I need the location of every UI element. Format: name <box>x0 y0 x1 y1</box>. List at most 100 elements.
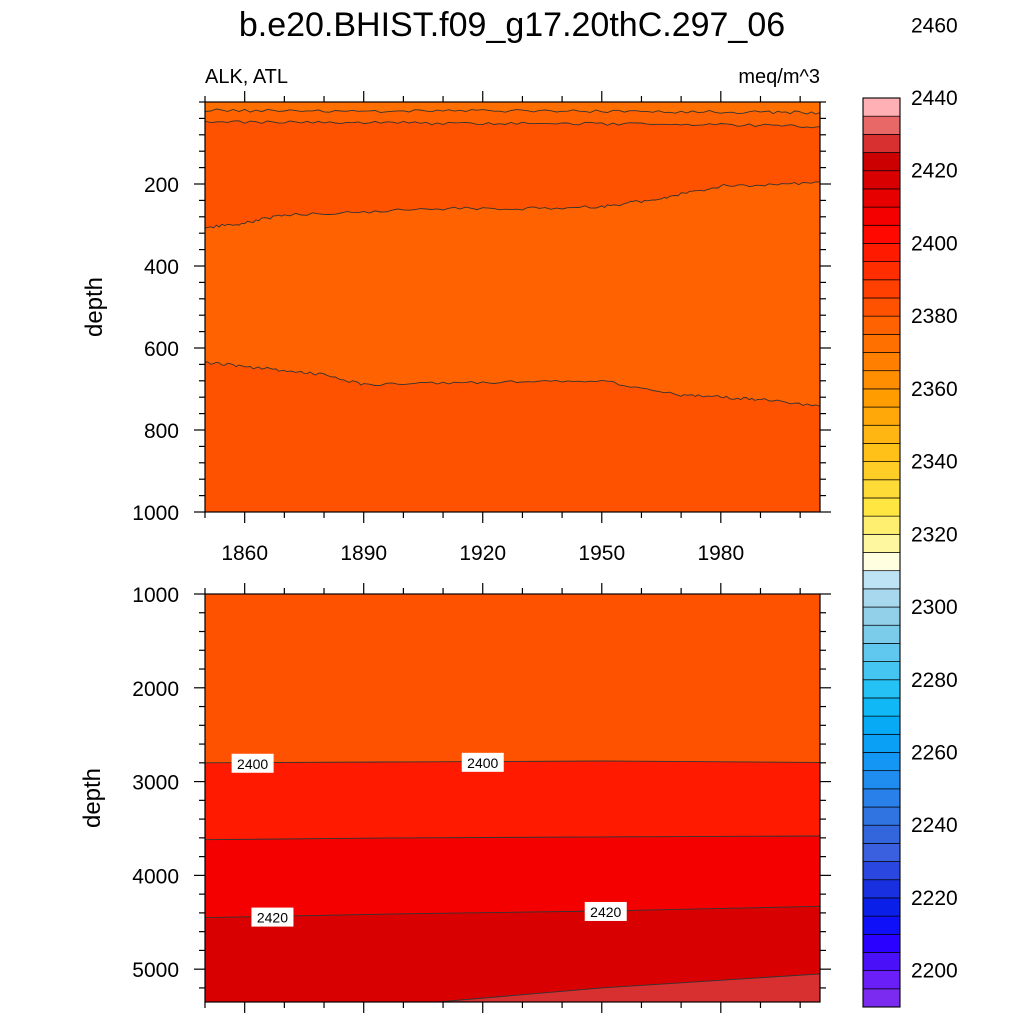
colorbar-swatch <box>862 552 901 572</box>
contour-line <box>205 361 820 407</box>
contour-line <box>205 108 820 115</box>
colorbar-swatch <box>862 679 901 699</box>
colorbar-swatch <box>862 297 901 317</box>
colorbar-swatch <box>862 406 901 426</box>
x-tick-label: 1920 <box>459 542 506 565</box>
colorbar-label: 2300 <box>911 596 958 619</box>
colorbar-label: 2200 <box>911 960 958 983</box>
colorbar-swatch <box>862 315 901 335</box>
plot-frame <box>204 593 821 1003</box>
colorbar-swatch <box>862 388 901 408</box>
colorbar-swatch <box>862 261 901 281</box>
colorbar-label: 2420 <box>911 160 958 183</box>
colorbar-swatch <box>862 533 901 553</box>
contour-band <box>205 362 820 512</box>
colorbar: 2200 2220 2240 2260 2280 2300 2320 2340 2360 2380… <box>862 14 958 1008</box>
contour-label-text: 2420 <box>590 904 621 920</box>
colorbar-label: 2220 <box>911 887 958 910</box>
colorbar-label: 2360 <box>911 378 958 401</box>
contour-label-text: 2400 <box>467 755 498 771</box>
colorbar-swatch <box>862 570 901 590</box>
upper-y-axis-label: depth <box>81 277 108 337</box>
colorbar-swatch <box>862 661 901 681</box>
contour-line <box>205 835 820 841</box>
plot-area <box>205 594 820 1002</box>
upper-left-label: ALK, ATL <box>205 66 288 88</box>
colorbar-swatch <box>862 933 901 953</box>
contour-label-text: 2400 <box>237 756 268 772</box>
contour-line <box>205 905 820 919</box>
colorbar-swatch <box>862 188 901 208</box>
contour-label: 2400 <box>231 753 274 773</box>
colorbar-swatch <box>862 479 901 499</box>
colorbar-swatch <box>862 752 901 772</box>
contour-label: 2420 <box>251 907 294 927</box>
colorbar-swatch <box>862 715 901 735</box>
colorbar-swatch <box>862 861 901 881</box>
y-tick-label: 1000 <box>132 502 179 525</box>
colorbar-swatch <box>862 806 901 826</box>
colorbar-swatch <box>862 879 901 899</box>
colorbar-swatch <box>862 824 901 844</box>
contour-label-text: 2420 <box>257 910 288 926</box>
colorbar-swatch <box>862 443 901 462</box>
contour-line <box>205 120 820 129</box>
contour-label: 2400 <box>461 752 504 772</box>
y-tick-label: 200 <box>144 174 179 197</box>
colorbar-swatch <box>862 243 901 262</box>
y-tick-label: 4000 <box>132 865 179 888</box>
colorbar-swatch <box>862 788 901 808</box>
colorbar-label: 2440 <box>911 87 958 110</box>
colorbar-label: 2280 <box>911 669 958 692</box>
upper-units-label: meq/m^3 <box>738 66 820 88</box>
x-tick-label: 1980 <box>697 542 744 565</box>
contour-band <box>437 973 820 1002</box>
colorbar-swatch <box>862 988 901 1008</box>
y-tick-label: 400 <box>144 256 179 279</box>
contour-line <box>205 181 820 229</box>
colorbar-swatch <box>862 424 901 444</box>
y-tick-label: 1000 <box>132 584 179 607</box>
x-tick-label: 1950 <box>578 542 625 565</box>
colorbar-swatch <box>862 333 901 353</box>
plot-area <box>205 102 820 512</box>
colorbar-swatch <box>862 152 901 172</box>
colorbar-swatch <box>862 697 901 717</box>
colorbar-swatch <box>862 588 901 608</box>
colorbar-swatch <box>862 370 901 390</box>
y-tick-label: 600 <box>144 338 179 361</box>
x-tick-label: 1860 <box>221 542 268 565</box>
colorbar-swatch <box>862 115 901 135</box>
colorbar-swatch <box>862 206 901 226</box>
contour-line <box>432 973 820 1002</box>
colorbar-label: 2460 <box>911 14 958 37</box>
colorbar-label: 2240 <box>911 814 958 837</box>
colorbar-swatch <box>862 461 901 481</box>
colorbar-swatch <box>862 170 901 190</box>
colorbar-swatch <box>862 224 901 244</box>
plot-frame <box>204 101 821 513</box>
upper-panel: ALK, ATL meq/m^3 depth 1860 1890 1920 1950 1… <box>81 66 831 565</box>
colorbar-swatch <box>862 606 901 626</box>
y-tick-label: 800 <box>144 420 179 443</box>
colorbar-swatch <box>862 952 901 971</box>
colorbar-label: 2400 <box>911 232 958 255</box>
colorbar-swatch <box>862 624 901 644</box>
contour-label: 2420 <box>584 901 627 921</box>
x-tick-label: 1890 <box>340 542 387 565</box>
colorbar-frame <box>862 97 901 1008</box>
colorbar-swatch <box>862 97 901 117</box>
contour-band <box>205 906 820 1002</box>
colorbar-swatch <box>862 134 901 153</box>
y-tick-label: 3000 <box>132 772 179 795</box>
colorbar-swatch <box>862 352 901 372</box>
colorbar-swatch <box>862 770 901 790</box>
colorbar-swatch <box>862 643 901 662</box>
colorbar-label: 2260 <box>911 741 958 764</box>
colorbar-swatch <box>862 733 901 753</box>
colorbar-swatch <box>862 497 901 517</box>
colorbar-swatch <box>862 515 901 535</box>
colorbar-label: 2340 <box>911 451 958 474</box>
y-tick-label: 5000 <box>132 959 179 982</box>
